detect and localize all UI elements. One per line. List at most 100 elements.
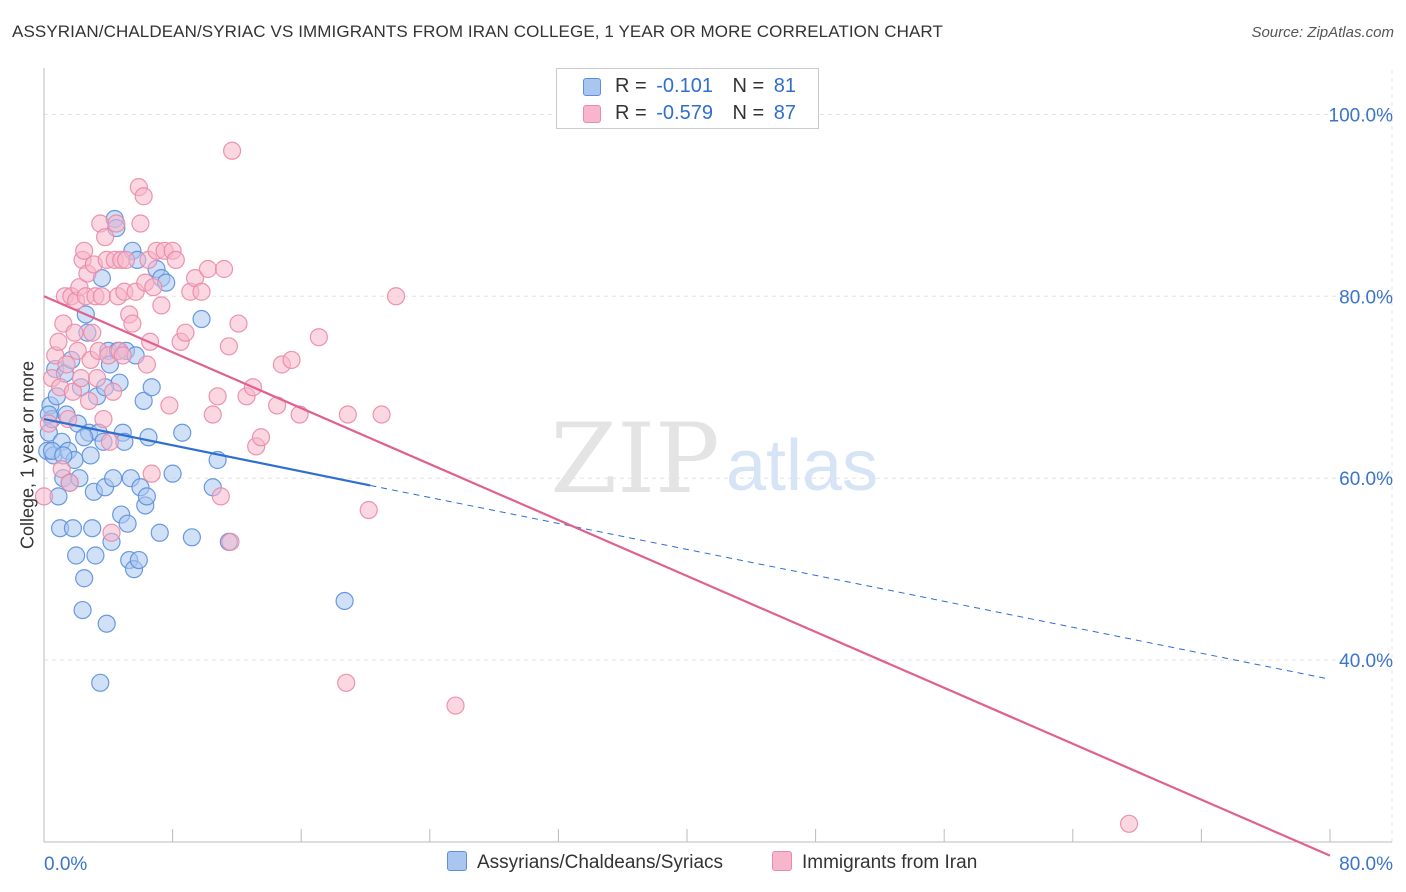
point-assyrians <box>75 569 94 588</box>
point-iran <box>107 214 126 233</box>
point-iran <box>75 241 94 260</box>
point-iran <box>142 464 161 483</box>
bottom-legend-assyrians: Assyrians/Chaldeans/Syriacs <box>447 851 723 874</box>
point-iran <box>34 487 54 506</box>
point-iran <box>100 432 120 451</box>
x-tick-label-min: 0.0% <box>44 854 87 875</box>
point-iran <box>282 350 301 370</box>
point-iran <box>446 696 465 715</box>
point-iran <box>219 337 238 356</box>
point-iran <box>222 141 242 160</box>
trend-line-assyrians <box>43 417 371 487</box>
point-iran <box>57 355 76 374</box>
point-assyrians <box>97 614 116 633</box>
legend-n-value: 81 <box>773 75 797 97</box>
point-iran <box>134 187 153 206</box>
y-tick-label: 40.0% <box>1339 651 1393 672</box>
point-assyrians <box>192 309 211 329</box>
point-iran <box>39 414 58 433</box>
legend-swatch-blue <box>583 78 601 96</box>
legend-r-value: -0.101 <box>656 75 713 97</box>
point-iran <box>63 382 83 401</box>
watermark: ZIP atlas <box>550 403 878 515</box>
point-iran <box>131 214 150 233</box>
point-iran <box>71 369 91 388</box>
legend-r-label: R = <box>615 102 647 124</box>
y-tick-label: 80.0% <box>1339 287 1393 308</box>
y-tick-label: 100.0% <box>1329 105 1394 126</box>
watermark-atlas: atlas <box>726 426 878 506</box>
point-iran <box>92 287 111 306</box>
y-tick-labels: 40.0% 60.0% 80.0% 100.0% <box>1329 105 1394 672</box>
watermark-zip: ZIP <box>550 403 719 515</box>
point-iran <box>123 314 142 333</box>
point-iran <box>221 532 240 551</box>
point-iran <box>83 323 102 342</box>
legend-n-label: N = <box>732 75 765 97</box>
point-assyrians <box>134 391 153 410</box>
trend-line-assyrians-extension <box>370 484 1331 680</box>
point-assyrians <box>129 550 148 570</box>
point-assyrians <box>83 519 102 538</box>
point-iran <box>372 405 391 424</box>
point-iran <box>144 278 163 297</box>
point-iran <box>214 259 234 279</box>
point-iran <box>337 673 356 692</box>
point-iran <box>113 346 132 365</box>
point-iran <box>160 396 179 415</box>
point-iran <box>152 296 171 315</box>
point-iran <box>198 259 218 279</box>
point-assyrians <box>81 446 100 465</box>
legend-swatch-pink <box>583 105 601 123</box>
source-label: Source: ZipAtlas.com <box>1251 24 1394 41</box>
point-iran <box>104 382 123 401</box>
y-tick-label: 60.0% <box>1339 469 1393 490</box>
point-assyrians <box>173 423 192 442</box>
legend-r-value: -0.579 <box>656 102 713 124</box>
legend-r-label: R = <box>615 75 647 97</box>
bottom-legend-label: Assyrians/Chaldeans/Syriacs <box>477 852 724 873</box>
point-iran <box>65 323 84 342</box>
chart-title: ASSYRIAN/CHALDEAN/SYRIAC VS IMMIGRANTS F… <box>12 22 943 41</box>
point-iran <box>94 409 113 429</box>
point-iran <box>386 287 406 306</box>
x-tick-labels: 0.0% 80.0% <box>44 854 1393 875</box>
point-iran <box>87 369 107 388</box>
point-iran <box>338 405 357 424</box>
bottom-legend-swatch-blue <box>447 851 467 871</box>
point-iran <box>208 387 227 406</box>
y-axis-label: College, 1 year or more <box>17 360 38 550</box>
point-iran <box>251 428 271 447</box>
point-iran <box>79 391 99 410</box>
legend-n-value: 87 <box>773 102 797 124</box>
point-assyrians <box>118 514 137 533</box>
point-iran <box>229 314 248 333</box>
point-iran <box>1119 814 1139 833</box>
point-iran <box>95 228 115 247</box>
point-iran <box>309 328 328 347</box>
point-assyrians <box>163 464 182 483</box>
point-assyrians <box>150 523 169 542</box>
point-assyrians <box>139 428 158 447</box>
bottom-legend-swatch-pink <box>772 851 792 871</box>
x-tick-label-max: 80.0% <box>1339 854 1393 875</box>
trend-line-iran <box>43 295 1331 857</box>
point-assyrians <box>63 519 83 538</box>
point-assyrians <box>91 673 110 692</box>
point-assyrians <box>75 428 94 447</box>
point-assyrians <box>137 487 156 506</box>
legend-n-label: N = <box>732 102 765 124</box>
series-iran-points <box>34 141 1139 833</box>
point-iran <box>176 323 195 342</box>
correlation-legend: R = -0.101 N = 81 R = -0.579 N = 87 <box>556 68 819 129</box>
point-assyrians <box>142 378 161 397</box>
point-iran <box>52 459 71 479</box>
point-iran <box>60 473 79 492</box>
point-iran <box>166 250 185 270</box>
grid-lines <box>44 70 1393 842</box>
point-assyrians <box>73 600 92 620</box>
point-assyrians <box>335 591 354 611</box>
point-iran <box>359 500 378 520</box>
point-assyrians <box>182 528 201 547</box>
